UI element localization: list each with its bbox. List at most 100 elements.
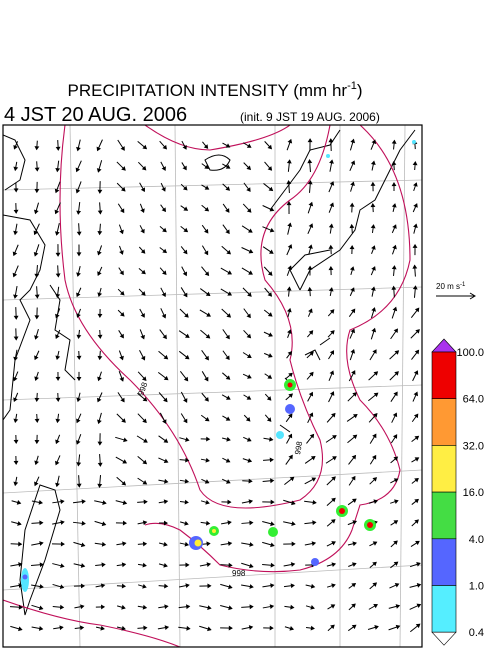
wind-arrowhead bbox=[350, 225, 353, 228]
wind-arrowhead bbox=[77, 253, 80, 256]
wind-arrowhead bbox=[331, 351, 334, 354]
wind-arrowhead bbox=[165, 585, 168, 588]
wind-arrowhead bbox=[123, 542, 126, 545]
wind-arrowhead bbox=[228, 521, 231, 524]
graticule bbox=[3, 125, 422, 647]
wind-arrowhead bbox=[292, 522, 295, 525]
wind-arrowhead bbox=[414, 183, 417, 186]
wind-arrowhead bbox=[76, 190, 79, 193]
wind-arrowhead bbox=[373, 140, 376, 143]
wind-arrowhead bbox=[229, 627, 232, 630]
colorbar-label: 16.0 bbox=[463, 487, 484, 499]
wind-arrowhead bbox=[205, 378, 208, 381]
wind-arrowhead bbox=[415, 371, 418, 374]
wind-arrowhead bbox=[186, 438, 189, 441]
wind-arrowhead bbox=[271, 564, 274, 567]
wind-arrowhead bbox=[249, 480, 252, 483]
wind-arrowhead bbox=[35, 461, 38, 464]
wind-arrowhead bbox=[250, 543, 253, 546]
wind-arrowhead bbox=[250, 565, 253, 568]
wind-arrowhead bbox=[18, 522, 21, 525]
wind-arrowhead bbox=[288, 160, 291, 163]
wind-arrowhead bbox=[289, 434, 292, 437]
wind-arrowhead bbox=[98, 293, 101, 296]
wind-arrowhead bbox=[288, 330, 291, 333]
wind-arrowhead bbox=[392, 287, 395, 290]
wind-arrowhead bbox=[99, 335, 102, 338]
wind-arrowhead bbox=[15, 440, 18, 443]
wind-arrowhead bbox=[206, 459, 209, 462]
wind-arrowhead bbox=[393, 141, 396, 144]
wind-arrowhead bbox=[40, 521, 43, 524]
wind-arrowhead bbox=[351, 350, 354, 353]
wind-arrowhead bbox=[123, 460, 126, 463]
wind-arrowhead bbox=[56, 377, 59, 380]
wind-arrowhead bbox=[98, 420, 101, 423]
wind-arrowhead bbox=[55, 189, 58, 192]
wind-arrowhead bbox=[123, 501, 126, 504]
wind-arrowhead bbox=[269, 333, 272, 336]
wind-arrowhead bbox=[187, 605, 190, 608]
wind-arrowhead bbox=[124, 438, 127, 441]
wind-arrowhead bbox=[56, 419, 59, 422]
wind-arrowhead bbox=[308, 267, 311, 270]
wind-arrowhead bbox=[77, 378, 80, 381]
wind-arrowhead bbox=[228, 271, 231, 274]
wind-arrowhead bbox=[141, 336, 144, 339]
wind-arrowhead bbox=[227, 165, 230, 168]
wind-arrowhead bbox=[56, 483, 59, 486]
wind-arrowhead bbox=[61, 606, 64, 609]
wind-arrowhead bbox=[414, 286, 417, 289]
wind-arrowhead bbox=[163, 293, 166, 296]
wind-arrowhead bbox=[56, 253, 59, 256]
wind-arrowhead bbox=[13, 252, 16, 255]
wind-arrowhead bbox=[77, 148, 80, 151]
wind-arrowhead bbox=[394, 435, 397, 438]
wind-arrowhead bbox=[165, 480, 168, 483]
wind-arrowhead bbox=[98, 377, 101, 380]
wind-arrowhead bbox=[271, 501, 274, 504]
colorbar-label: 1.0 bbox=[469, 581, 484, 593]
wind-arrowhead bbox=[14, 167, 17, 170]
wind-arrowhead bbox=[331, 392, 334, 395]
wind-arrowhead bbox=[330, 203, 333, 206]
wind-arrowhead bbox=[185, 501, 188, 504]
wind-arrowhead bbox=[102, 522, 105, 525]
reference-label: 20 m s-1 bbox=[436, 282, 466, 291]
wind-arrowhead bbox=[19, 627, 22, 630]
colorbar-label: 64.0 bbox=[463, 394, 484, 406]
wind-arrowhead bbox=[164, 543, 167, 546]
wind-arrowhead bbox=[248, 145, 251, 148]
wind-arrowhead bbox=[206, 186, 209, 189]
wind-arrowhead bbox=[308, 288, 311, 291]
wind-arrowhead bbox=[271, 543, 274, 546]
wind-arrowhead bbox=[121, 271, 124, 274]
wind-arrowhead bbox=[121, 209, 124, 212]
wind-arrowhead bbox=[39, 501, 42, 504]
wind-arrowhead bbox=[35, 147, 38, 150]
wind-arrowhead bbox=[184, 419, 187, 422]
wind-arrowhead bbox=[312, 478, 315, 481]
wind-arrowhead bbox=[165, 626, 168, 629]
wind-arrowhead bbox=[14, 146, 17, 149]
wind-arrowhead bbox=[414, 204, 417, 207]
wind-arrowhead bbox=[208, 628, 211, 631]
wind-arrowhead bbox=[19, 543, 22, 546]
wind-arrowhead bbox=[395, 500, 398, 503]
wind-arrowhead bbox=[271, 522, 274, 525]
wind-arrowhead bbox=[229, 542, 232, 545]
wind-arrowhead bbox=[60, 626, 63, 629]
wind-arrowhead bbox=[248, 375, 251, 378]
wind-arrowhead bbox=[289, 140, 292, 143]
wind-arrowhead bbox=[184, 399, 187, 402]
wind-arrowhead bbox=[97, 147, 100, 150]
contour-label: 998 bbox=[293, 440, 304, 455]
wind-arrowhead bbox=[205, 251, 208, 254]
wind-arrowhead bbox=[35, 482, 38, 485]
wind-arrowhead bbox=[141, 209, 144, 212]
wind-arrowhead bbox=[292, 563, 295, 566]
colorbar-bottom bbox=[432, 632, 456, 645]
colorbar-segment bbox=[432, 539, 456, 586]
wind-arrowhead bbox=[371, 204, 374, 207]
